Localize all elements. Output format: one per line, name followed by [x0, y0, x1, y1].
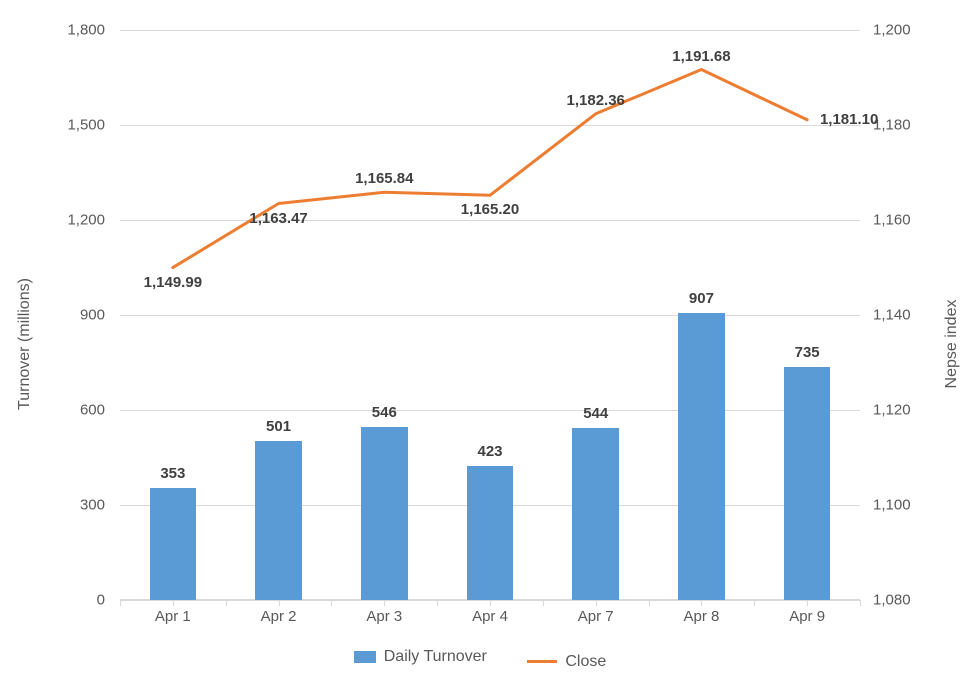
line-value-label: 1,163.47 [249, 210, 307, 227]
legend-label-bar: Daily Turnover [384, 648, 487, 666]
xtick-mark [490, 600, 491, 606]
ytick-right: 1,160 [873, 212, 911, 229]
xtick-boundary [754, 600, 755, 606]
xtick-mark [701, 600, 702, 606]
line-series [120, 30, 860, 600]
ytick-left: 1,200 [67, 212, 105, 229]
xtick-boundary [860, 600, 861, 606]
ytick-right: 1,180 [873, 117, 911, 134]
ytick-left: 0 [97, 592, 105, 609]
xtick-boundary [331, 600, 332, 606]
line-value-label: 1,182.36 [567, 92, 625, 109]
xtick-mark [384, 600, 385, 606]
xtick-mark [807, 600, 808, 606]
line-value-label: 1,149.99 [144, 274, 202, 291]
legend-label-line: Close [565, 653, 606, 671]
xtick-label: Apr 7 [578, 608, 614, 625]
x-axis: Apr 1 Apr 2 Apr 3 Apr 4 Apr 7 Apr 8 Apr 9 [120, 600, 860, 630]
y-axis-right: 1,0801,1001,1201,1401,1601,1801,200 [865, 30, 955, 600]
legend: Daily Turnover Close [0, 648, 960, 671]
ytick-right: 1,080 [873, 592, 911, 609]
ytick-left: 1,500 [67, 117, 105, 134]
xtick-label: Apr 8 [683, 608, 719, 625]
xtick-boundary [649, 600, 650, 606]
plot-area: 3535015464235449077351,149.991,163.471,1… [120, 30, 860, 600]
xtick-label: Apr 2 [261, 608, 297, 625]
xtick-boundary [543, 600, 544, 606]
ytick-right: 1,200 [873, 22, 911, 39]
y-axis-left: 03006009001,2001,5001,800 [0, 30, 115, 600]
xtick-label: Apr 4 [472, 608, 508, 625]
line-value-label: 1,165.84 [355, 170, 413, 187]
xtick-mark [279, 600, 280, 606]
xtick-mark [173, 600, 174, 606]
legend-swatch-bar [354, 651, 376, 663]
chart-container: Turnover (millions) Nepse index 03006009… [0, 0, 960, 688]
ytick-left: 300 [80, 497, 105, 514]
legend-item-bar: Daily Turnover [354, 648, 487, 666]
legend-swatch-line [527, 660, 557, 663]
xtick-boundary [120, 600, 121, 606]
line-value-label: 1,191.68 [672, 48, 730, 65]
xtick-label: Apr 1 [155, 608, 191, 625]
ytick-right: 1,120 [873, 402, 911, 419]
ytick-right: 1,140 [873, 307, 911, 324]
xtick-mark [596, 600, 597, 606]
line-value-label: 1,165.20 [461, 201, 519, 218]
xtick-boundary [437, 600, 438, 606]
line-value-label: 1,181.10 [820, 111, 878, 128]
xtick-label: Apr 9 [789, 608, 825, 625]
xtick-label: Apr 3 [366, 608, 402, 625]
ytick-left: 1,800 [67, 22, 105, 39]
ytick-right: 1,100 [873, 497, 911, 514]
ytick-left: 900 [80, 307, 105, 324]
legend-item-line: Close [527, 653, 606, 671]
xtick-boundary [226, 600, 227, 606]
ytick-left: 600 [80, 402, 105, 419]
